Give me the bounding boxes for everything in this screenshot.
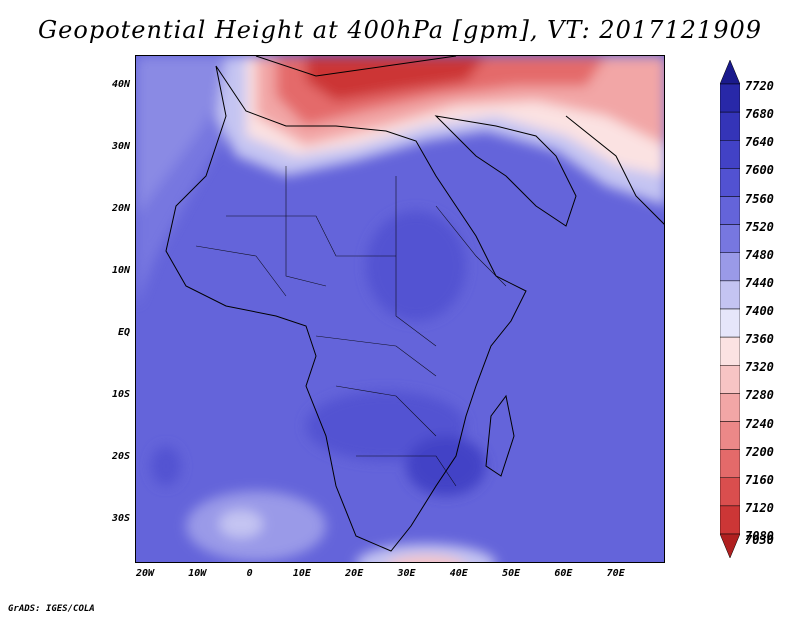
colorbar-swatch (720, 111, 740, 141)
longitude-label: 60E (554, 568, 573, 579)
latitude-label: 30N (111, 141, 130, 152)
colorbar-swatch (720, 477, 740, 507)
colorbar-label: 7360 (745, 332, 774, 347)
colorbar-label: 7400 (745, 304, 774, 318)
colorbar-swatch (720, 505, 740, 535)
longitude-label: 10E (292, 568, 311, 579)
colorbar-label: 7440 (745, 275, 774, 290)
colorbar-swatch (720, 336, 740, 366)
latitude-label: 40N (111, 79, 130, 90)
colorbar-swatch (720, 196, 740, 225)
footer-credit: GrADS: IGES/COLA (8, 604, 95, 614)
longitude-label: 70E (606, 568, 625, 579)
colorbar-label: 7680 (745, 107, 774, 122)
longitude-label: 40E (449, 568, 468, 579)
colorbar-label: 7280 (745, 388, 774, 403)
map-panel (135, 55, 665, 563)
longitude-label: 30E (397, 568, 416, 579)
longitude-label: 20W (135, 568, 155, 579)
colorbar-swatch (720, 393, 740, 422)
borders (195, 166, 507, 487)
colorbar-label: 7480 (745, 247, 774, 262)
coastlines (165, 56, 664, 552)
colorbar-swatch (720, 168, 740, 197)
colorbar (720, 60, 740, 558)
colorbar-swatch (720, 421, 740, 450)
field-contours (136, 56, 664, 562)
latitude-label: EQ (117, 327, 130, 338)
latitude-label: 20N (111, 203, 130, 214)
colorbar-label: 7080 (745, 529, 774, 543)
longitude-label: 50E (502, 568, 521, 579)
colorbar-swatch (720, 308, 740, 338)
latitude-label: 10S (111, 389, 130, 400)
longitude-label: 0 (246, 568, 253, 579)
colorbar-swatch (720, 252, 740, 282)
colorbar-label: 7720 (745, 79, 774, 93)
colorbar-swatch (720, 140, 740, 169)
colorbar-top-arrow (720, 60, 740, 85)
colorbar-bottom-arrow (720, 533, 740, 558)
colorbar-swatch (720, 83, 740, 113)
latitude-label: 30S (111, 513, 130, 524)
colorbar-label: 7320 (745, 360, 774, 375)
colorbar-label: 7520 (745, 219, 774, 234)
colorbar-label: 7560 (745, 191, 774, 206)
colorbar-swatch (720, 365, 740, 394)
latitude-label: 20S (111, 451, 130, 462)
colorbar-label: 7030 (745, 533, 774, 547)
colorbar-label: 7600 (745, 163, 774, 178)
latitude-label: 10N (111, 265, 130, 276)
colorbar-label: 7640 (745, 135, 774, 150)
longitude-label: 10W (188, 568, 207, 579)
colorbar-label: 7240 (745, 416, 774, 431)
colorbar-label: 7160 (745, 472, 774, 487)
geopotential-field (136, 56, 664, 562)
map-title: Geopotential Height at 400hPa [gpm], VT:… (38, 16, 762, 44)
colorbar-label: 7200 (745, 444, 774, 459)
colorbar-label: 7120 (745, 500, 774, 515)
colorbar-swatch (720, 224, 740, 253)
longitude-label: 20E (345, 568, 364, 579)
colorbar-swatch (720, 449, 740, 478)
colorbar-swatch (720, 280, 740, 310)
